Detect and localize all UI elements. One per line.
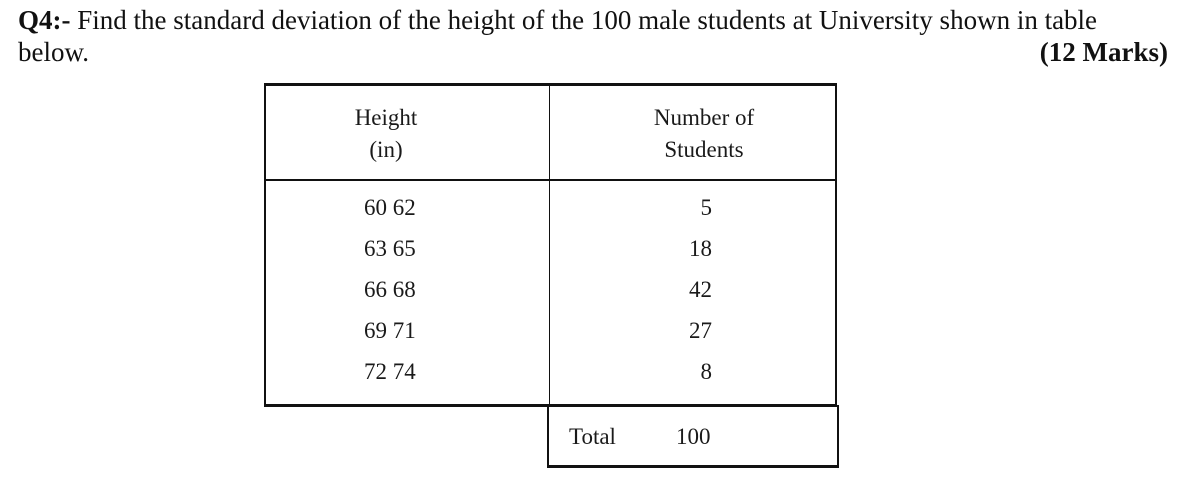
height-range: 60 62 (364, 195, 416, 220)
header-divider (266, 179, 835, 181)
student-count: 27 (689, 318, 712, 343)
header-count-line-1: Number of (653, 105, 755, 130)
height-range: 72 74 (364, 359, 416, 384)
total-label: Total (569, 424, 616, 449)
column-divider (549, 86, 550, 404)
table-row: 60 62 5 (266, 192, 835, 233)
total-value: 100 (676, 424, 711, 449)
header-height-line-2: (in) (369, 137, 403, 162)
total-row: Total 100 (547, 405, 839, 468)
student-count: 8 (700, 359, 713, 384)
student-count: 42 (689, 277, 712, 302)
student-count: 5 (700, 195, 713, 220)
header-count-line-2: Students (664, 137, 744, 162)
height-range: 63 65 (364, 236, 416, 261)
table-row: 66 68 42 (266, 274, 835, 315)
student-count: 18 (689, 236, 712, 261)
header-height: Height (in) (306, 102, 466, 166)
header-height-line-1: Height (354, 105, 418, 130)
header-number-of-students: Number of Students (584, 102, 824, 166)
table-row: 63 65 18 (266, 233, 835, 274)
table-body: 60 62 5 63 65 18 66 68 42 69 71 27 72 74… (266, 192, 835, 397)
height-range: 69 71 (364, 318, 416, 343)
question-label: Q4:- (18, 5, 71, 35)
question-marks: (12 Marks) (1039, 37, 1168, 67)
height-frequency-table: Height (in) Number of Students 60 62 5 6… (264, 83, 837, 407)
question-text: Q4:- Find the standard deviation of the … (18, 4, 1168, 68)
table-row: 72 74 8 (266, 356, 835, 397)
table-row: 69 71 27 (266, 315, 835, 356)
height-range: 66 68 (364, 277, 416, 302)
question-body: Find the standard deviation of the heigh… (18, 5, 1098, 67)
